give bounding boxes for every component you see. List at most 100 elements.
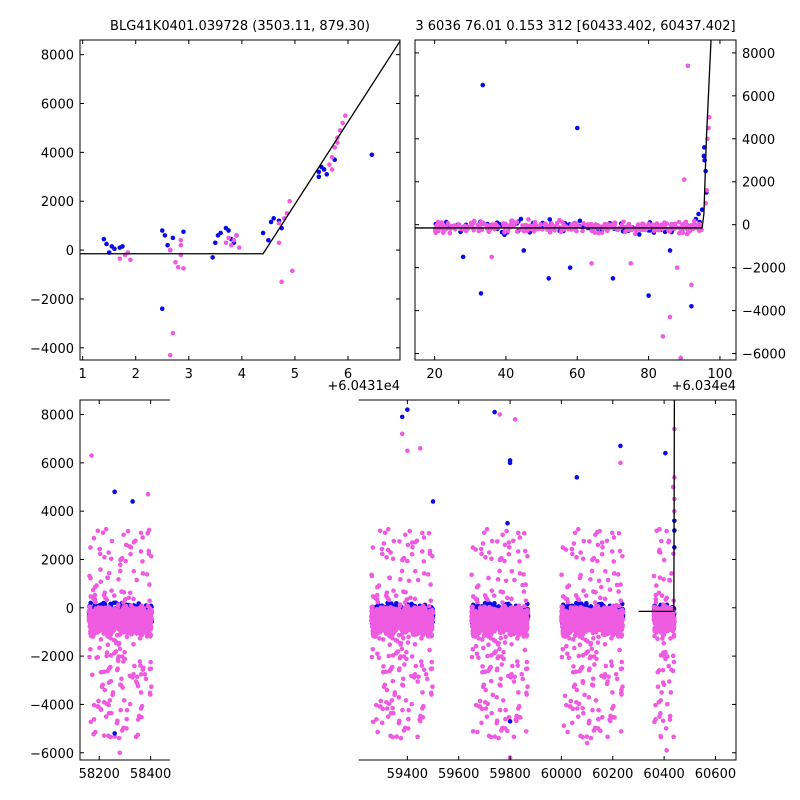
data-point bbox=[489, 588, 495, 593]
data-point bbox=[489, 254, 494, 260]
data-point bbox=[397, 539, 402, 544]
data-point bbox=[335, 140, 340, 145]
data-point bbox=[401, 608, 406, 614]
data-point bbox=[412, 596, 418, 602]
data-point bbox=[146, 548, 152, 554]
data-point bbox=[382, 530, 388, 536]
data-point bbox=[391, 538, 397, 544]
data-point bbox=[379, 720, 385, 726]
data-point bbox=[145, 624, 151, 629]
data-point bbox=[101, 236, 107, 242]
x-tick-label: 80 bbox=[640, 367, 657, 382]
data-point bbox=[390, 556, 396, 562]
data-point bbox=[504, 595, 510, 601]
data-point bbox=[509, 596, 514, 602]
data-point bbox=[658, 224, 664, 230]
data-point bbox=[401, 589, 406, 594]
data-point bbox=[428, 690, 434, 696]
chart-panel-3: 58200 58400 59400 59600 59800 60000 60200 60400… bbox=[30, 398, 737, 782]
data-point bbox=[218, 230, 223, 236]
data-point bbox=[384, 555, 389, 560]
data-point bbox=[122, 649, 127, 655]
data-point bbox=[175, 264, 181, 270]
data-point bbox=[118, 707, 123, 713]
data-point bbox=[100, 682, 105, 688]
data-point bbox=[425, 632, 431, 638]
data-point bbox=[103, 526, 109, 532]
data-point bbox=[408, 595, 413, 601]
data-point bbox=[132, 663, 137, 669]
data-point bbox=[405, 558, 410, 564]
data-point bbox=[649, 222, 655, 227]
data-point bbox=[421, 614, 426, 619]
data-point bbox=[369, 152, 375, 158]
model-line bbox=[80, 40, 400, 255]
data-point bbox=[409, 609, 415, 614]
data-point bbox=[87, 573, 92, 579]
data-point bbox=[116, 735, 122, 741]
data-point bbox=[419, 663, 425, 668]
data-point bbox=[381, 664, 386, 669]
data-point bbox=[124, 716, 129, 722]
data-point bbox=[699, 207, 705, 212]
data-point bbox=[120, 244, 125, 249]
data-point bbox=[376, 655, 382, 661]
data-point bbox=[665, 227, 671, 233]
data-point bbox=[131, 624, 136, 630]
data-point bbox=[636, 232, 642, 237]
data-point bbox=[88, 646, 93, 652]
y-tick-label: −4000 bbox=[742, 305, 786, 320]
data-point bbox=[543, 222, 549, 227]
data-point bbox=[106, 628, 112, 634]
data-point bbox=[375, 651, 380, 657]
chart-title: BLG41K0401.039728 (3503.11, 879.30) bbox=[110, 19, 370, 34]
data-point bbox=[676, 230, 682, 236]
data-point bbox=[88, 545, 93, 550]
data-point bbox=[145, 530, 151, 536]
data-point bbox=[478, 291, 484, 296]
data-point bbox=[388, 733, 393, 739]
data-point bbox=[107, 698, 113, 703]
data-point bbox=[394, 734, 400, 739]
data-point bbox=[147, 582, 152, 587]
data-point bbox=[134, 577, 139, 583]
data-point bbox=[98, 628, 104, 633]
data-point bbox=[697, 228, 702, 233]
data-point bbox=[384, 706, 390, 711]
data-point bbox=[388, 550, 393, 555]
data-point bbox=[327, 162, 332, 167]
data-point bbox=[140, 667, 146, 673]
data-point bbox=[123, 625, 128, 630]
data-point bbox=[223, 240, 229, 246]
data-point bbox=[521, 228, 527, 234]
data-point bbox=[385, 714, 391, 719]
data-point bbox=[396, 720, 402, 726]
data-point bbox=[392, 692, 397, 698]
data-point bbox=[409, 617, 415, 623]
data-point bbox=[602, 221, 608, 227]
data-point bbox=[108, 556, 114, 562]
data-point bbox=[421, 619, 427, 625]
data-point bbox=[133, 679, 139, 684]
data-point bbox=[93, 619, 98, 625]
data-point bbox=[413, 663, 419, 669]
data-point bbox=[421, 667, 427, 673]
data-point bbox=[421, 625, 427, 630]
data-point bbox=[500, 221, 506, 226]
data-point bbox=[116, 654, 122, 659]
data-point bbox=[89, 672, 95, 678]
data-point bbox=[399, 568, 405, 574]
data-point bbox=[137, 659, 143, 664]
data-point bbox=[525, 228, 530, 234]
data-point bbox=[402, 662, 407, 667]
data-point bbox=[340, 120, 345, 126]
data-point bbox=[91, 717, 97, 722]
data-point bbox=[117, 627, 123, 633]
data-point bbox=[406, 707, 411, 713]
data-point bbox=[402, 725, 408, 731]
data-point bbox=[526, 217, 531, 222]
data-point bbox=[97, 551, 103, 557]
data-point bbox=[379, 619, 384, 625]
data-point bbox=[483, 555, 488, 560]
data-point bbox=[701, 153, 707, 159]
